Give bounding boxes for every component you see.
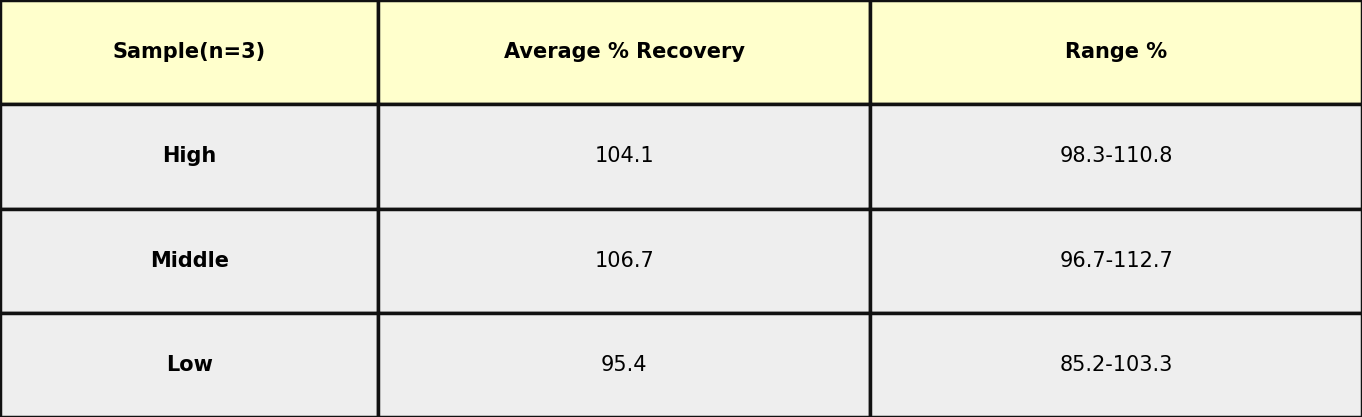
Bar <box>870 208 1362 313</box>
Bar <box>379 104 870 208</box>
Bar <box>0 104 379 208</box>
Text: Middle: Middle <box>150 251 229 271</box>
Text: 96.7-112.7: 96.7-112.7 <box>1060 251 1173 271</box>
Text: Sample(n=3): Sample(n=3) <box>113 42 266 62</box>
Text: 106.7: 106.7 <box>594 251 654 271</box>
Bar <box>379 0 870 104</box>
Text: 95.4: 95.4 <box>601 355 647 375</box>
Text: 85.2-103.3: 85.2-103.3 <box>1060 355 1173 375</box>
Bar <box>379 313 870 417</box>
Text: Range %: Range % <box>1065 42 1167 62</box>
Bar <box>0 208 379 313</box>
Bar <box>870 104 1362 208</box>
Text: Average % Recovery: Average % Recovery <box>504 42 745 62</box>
Text: Low: Low <box>166 355 212 375</box>
Text: 98.3-110.8: 98.3-110.8 <box>1060 146 1173 166</box>
Bar <box>870 0 1362 104</box>
Bar <box>0 0 379 104</box>
Text: 104.1: 104.1 <box>594 146 654 166</box>
Bar <box>870 313 1362 417</box>
Text: High: High <box>162 146 217 166</box>
Bar <box>0 313 379 417</box>
Bar <box>379 208 870 313</box>
